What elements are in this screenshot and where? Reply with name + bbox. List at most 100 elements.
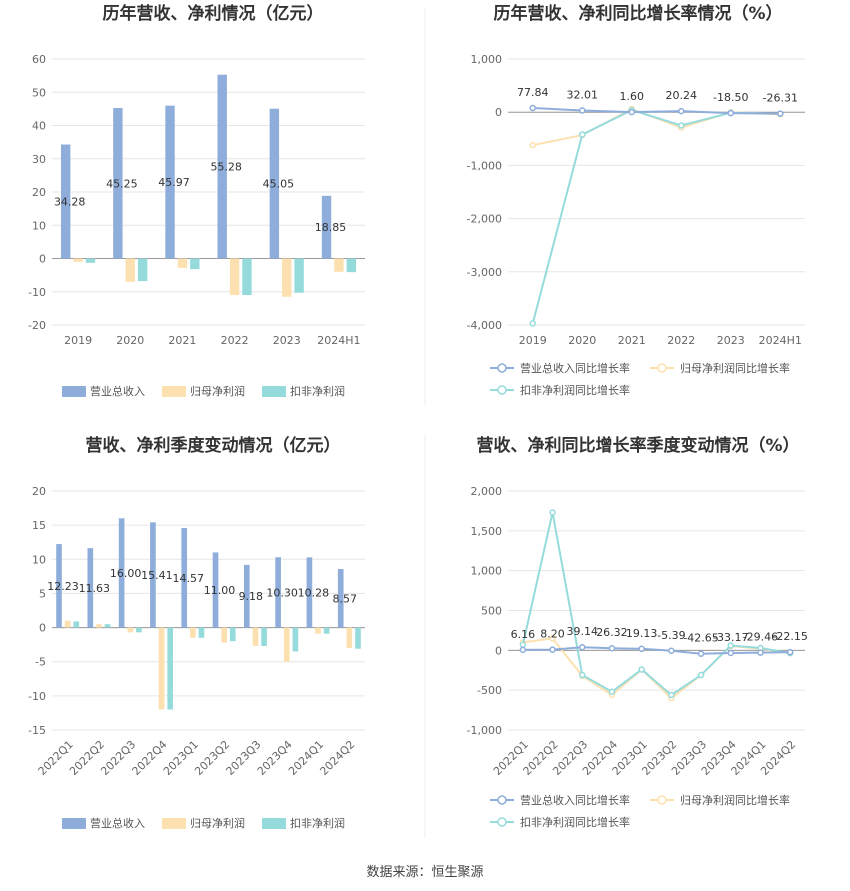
y-tick-label: 2,000 xyxy=(471,485,503,498)
bar xyxy=(181,528,188,628)
y-tick-label: 40 xyxy=(32,120,46,133)
y-tick-label: 1,500 xyxy=(471,525,503,538)
data-label: 77.84 xyxy=(517,86,549,99)
legend-swatch-marker xyxy=(497,795,507,805)
data-label: 19.13 xyxy=(626,627,658,640)
bar xyxy=(136,627,142,633)
data-point xyxy=(608,644,616,652)
bar xyxy=(190,258,200,270)
bar xyxy=(229,627,236,642)
data-point xyxy=(638,645,645,653)
data-label: -18.50 xyxy=(713,91,748,104)
data-label: 8.20 xyxy=(540,628,565,641)
legend-swatch xyxy=(62,818,86,829)
bar xyxy=(306,557,313,628)
legend-swatch xyxy=(162,818,186,829)
x-tick-label: 2024H1 xyxy=(759,334,802,347)
data-label: -22.15 xyxy=(772,630,807,643)
legend-label: 扣非净利润同比增长率 xyxy=(520,383,630,397)
bar xyxy=(242,258,252,296)
y-tick-label: 50 xyxy=(32,86,46,99)
bar xyxy=(229,258,240,296)
data-label: -29.46 xyxy=(743,631,778,644)
data-label: 16.00 xyxy=(110,567,142,580)
chart-title-annual-bar: 历年营收、净利情况（亿元） xyxy=(103,3,324,24)
data-point xyxy=(579,643,586,651)
data-label: 6.16 xyxy=(511,628,536,641)
y-tick-label: -4,000 xyxy=(467,319,502,332)
bar xyxy=(158,627,165,710)
y-tick-label: -1,000 xyxy=(467,159,502,172)
x-tick-label: 2019 xyxy=(64,334,92,347)
chart-quarterly-growth-rate: -1,000-50005001,0001,5002,0002022Q12022Q… xyxy=(467,485,808,829)
bar xyxy=(212,552,219,628)
bar xyxy=(323,627,330,634)
data-point xyxy=(678,107,685,115)
data-label: 39.14 xyxy=(567,625,599,638)
data-label: 1.60 xyxy=(620,90,645,103)
data-point xyxy=(519,646,527,654)
data-point xyxy=(608,688,616,696)
bar xyxy=(96,624,102,628)
y-tick-label: -2,000 xyxy=(467,213,502,226)
series-line xyxy=(532,107,781,147)
x-tick-label: 2019 xyxy=(519,334,547,347)
data-point xyxy=(786,648,794,656)
bar xyxy=(125,258,135,282)
bar xyxy=(283,627,290,662)
bar xyxy=(118,518,125,628)
x-tick-label: 2024H1 xyxy=(317,334,360,347)
y-tick-label: 1,000 xyxy=(471,53,503,66)
legend-label: 扣非净利润 xyxy=(290,384,345,398)
y-tick-label: 10 xyxy=(32,219,46,232)
y-tick-label: -10 xyxy=(28,286,46,299)
chart-title-annual-growth: 历年营收、净利同比增长率情况（%） xyxy=(493,3,782,24)
data-label: 9.18 xyxy=(239,590,264,603)
data-label: 15.41 xyxy=(141,569,173,582)
data-point xyxy=(777,110,784,117)
bar xyxy=(292,627,299,652)
data-label: 26.32 xyxy=(596,626,628,639)
legend-label: 营业总收入同比增长率 xyxy=(520,361,630,375)
y-tick-label: 60 xyxy=(32,53,46,66)
data-point xyxy=(668,691,675,699)
data-point xyxy=(727,642,734,649)
data-point xyxy=(549,635,556,642)
data-label: 34.28 xyxy=(54,196,86,209)
y-tick-label: -500 xyxy=(477,684,502,697)
bar xyxy=(190,627,196,638)
series-line xyxy=(521,512,791,697)
data-label: -5.39 xyxy=(657,629,685,642)
legend-swatch-marker xyxy=(497,385,507,395)
data-point xyxy=(529,320,536,327)
data-label: 11.63 xyxy=(79,582,111,595)
bar xyxy=(337,569,344,628)
bar xyxy=(60,144,71,259)
y-tick-label: -10 xyxy=(28,690,46,703)
bar xyxy=(334,258,344,272)
bar xyxy=(165,105,175,259)
legend-label: 归母净利润 xyxy=(190,816,245,830)
x-tick-label: 2024Q2 xyxy=(317,738,357,778)
x-tick-label: 2022 xyxy=(221,334,249,347)
bar xyxy=(294,258,304,293)
x-tick-label: 2020 xyxy=(568,334,596,347)
data-point xyxy=(697,650,705,657)
legend-swatch xyxy=(162,386,186,397)
data-point xyxy=(638,666,645,673)
bar xyxy=(221,627,227,643)
chart-annual-growth-rate: -4,000 -3,000 -2,000 -1,000 0 1,000 2019 2020 20… xyxy=(467,53,805,397)
series-line xyxy=(531,108,781,324)
data-label: 10.28 xyxy=(298,586,330,599)
bar xyxy=(252,627,259,647)
data-label: 14.57 xyxy=(172,572,204,585)
data-point xyxy=(727,109,734,117)
bar xyxy=(127,627,134,633)
y-tick-label: 20 xyxy=(32,186,46,199)
data-label: 45.25 xyxy=(106,177,138,190)
data-label: -33.17 xyxy=(713,631,748,644)
chart-title-quarterly-bar: 营收、净利季度变动情况（亿元） xyxy=(86,435,341,456)
y-tick-label: 30 xyxy=(32,153,46,166)
data-label: 32.01 xyxy=(567,88,599,101)
